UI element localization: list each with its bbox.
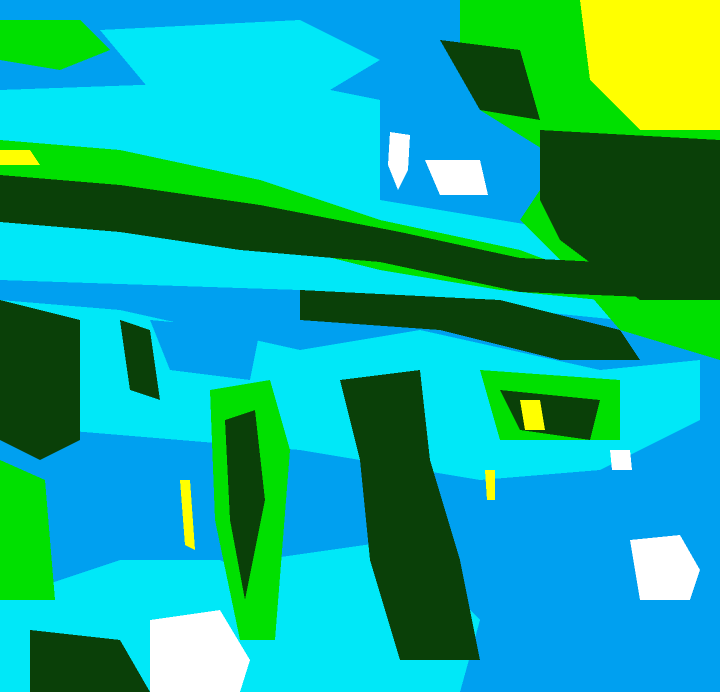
dark-green-area xyxy=(300,290,640,360)
dark-green-area xyxy=(440,40,540,120)
light-blue-areas xyxy=(20,100,560,560)
green-area xyxy=(0,460,55,600)
yellow-area xyxy=(580,0,720,130)
dark-green-area xyxy=(30,630,150,692)
yellow-area xyxy=(485,470,495,500)
yellow-area xyxy=(0,150,40,165)
white-area xyxy=(610,450,632,470)
dark-green-area xyxy=(340,370,480,660)
dark-green-area xyxy=(0,300,80,460)
yellow-area xyxy=(520,400,545,430)
white-area xyxy=(630,535,700,600)
light-blue-area xyxy=(150,320,260,380)
dark-green-area xyxy=(225,410,265,600)
dark-green-area xyxy=(540,130,720,300)
yellow-area xyxy=(180,480,195,550)
dark-green-area xyxy=(0,175,720,300)
white-area xyxy=(388,132,410,190)
green-area xyxy=(0,20,110,70)
light-blue-area xyxy=(20,440,200,560)
yellow-areas xyxy=(0,0,720,550)
white-area xyxy=(150,610,250,692)
dark-green-area xyxy=(120,320,160,400)
white-areas xyxy=(150,132,700,692)
cyan-area xyxy=(100,20,380,90)
white-area xyxy=(425,160,488,195)
dark-green-areas xyxy=(0,40,720,692)
